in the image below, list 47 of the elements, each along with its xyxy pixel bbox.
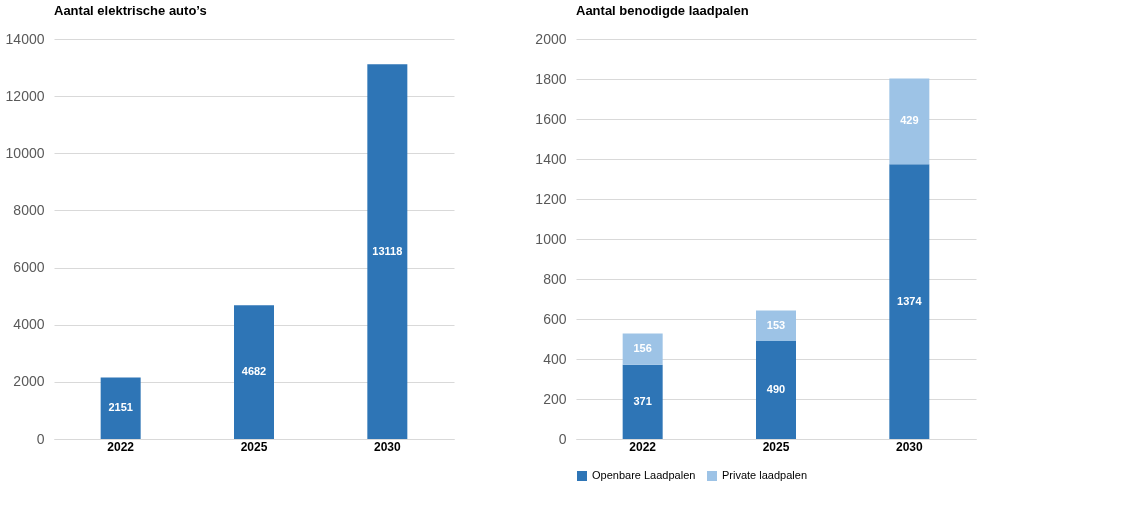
bar xyxy=(889,78,930,165)
data-label: 13118 xyxy=(372,244,403,257)
bar xyxy=(756,341,796,439)
y-tick-label: 4000 xyxy=(13,316,45,333)
bar xyxy=(100,377,141,439)
y-tick-label: 1800 xyxy=(535,70,567,87)
y-tick-label: 2000 xyxy=(535,30,567,47)
data-label: 2151 xyxy=(108,401,133,414)
bar xyxy=(367,64,408,439)
y-tick-label: 0 xyxy=(36,430,45,447)
data-label: 153 xyxy=(766,318,786,331)
y-tick-label: 12000 xyxy=(5,87,45,104)
data-label: 429 xyxy=(900,114,919,127)
x-tick-label: 2030 xyxy=(895,439,923,454)
y-tick-label: 1000 xyxy=(535,230,567,247)
y-tick-label: 8000 xyxy=(13,201,45,218)
y-tick-label: 0 xyxy=(558,430,567,447)
y-tick-label: 600 xyxy=(543,310,567,327)
chart-title: Aantal benodigde laadpalen xyxy=(576,3,749,18)
y-tick-label: 1400 xyxy=(535,150,567,167)
data-label: 4682 xyxy=(241,365,267,378)
y-tick-label: 2000 xyxy=(13,373,45,390)
data-label: 156 xyxy=(633,342,652,355)
bar xyxy=(622,364,663,439)
x-tick-label: 2022 xyxy=(107,439,135,454)
x-tick-label: 2030 xyxy=(373,439,401,454)
x-tick-label: 2025 xyxy=(240,439,268,454)
y-tick-label: 800 xyxy=(543,270,567,287)
bar xyxy=(889,164,930,439)
legend-label: Openbare Laadpalen xyxy=(592,469,696,481)
y-tick-label: 1200 xyxy=(535,190,567,207)
data-label: 490 xyxy=(766,383,786,395)
y-tick-label: 6000 xyxy=(13,259,45,276)
data-label: 371 xyxy=(633,394,652,407)
data-label: 1374 xyxy=(897,294,923,307)
y-tick-label: 400 xyxy=(543,350,567,367)
bar xyxy=(622,333,663,365)
chart-title: Aantal elektrische auto’s xyxy=(54,3,207,18)
legend-label: Private laadpalen xyxy=(722,469,808,481)
y-tick-label: 200 xyxy=(543,390,567,407)
bar xyxy=(234,305,274,439)
bar xyxy=(756,310,796,341)
x-tick-label: 2022 xyxy=(629,439,657,454)
y-tick-label: 14000 xyxy=(5,30,45,47)
x-tick-label: 2025 xyxy=(762,439,790,454)
y-tick-label: 10000 xyxy=(5,144,45,161)
y-tick-label: 1600 xyxy=(535,110,567,127)
